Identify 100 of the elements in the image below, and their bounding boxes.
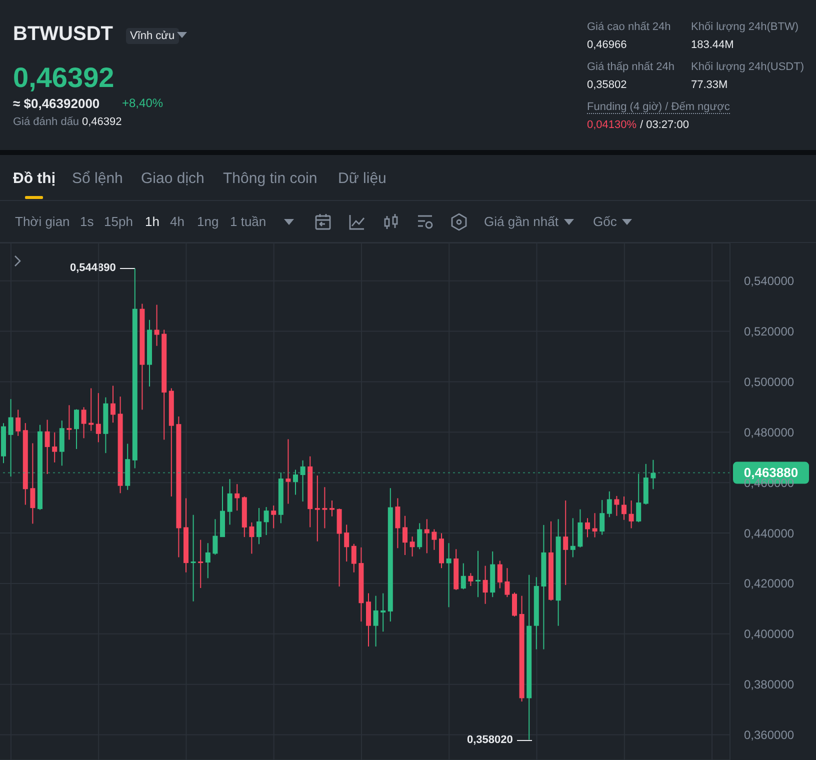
text: Vĩnh cửu [126,28,179,44]
text: Khối lượng 24h(BTW) [691,21,799,33]
text: Sổ lệnh [72,170,123,187]
candlestick [417,522,422,550]
candlestick [351,543,356,573]
candlestick [314,475,320,542]
text: Giá gần nhất [484,214,558,229]
annotation: 0,358020 [467,734,513,746]
text: 4h [170,214,184,229]
text: 77.33M [691,79,728,91]
candlestick [59,420,64,466]
candlestick [650,459,656,490]
y-tick-label: 0,520000 [744,324,794,339]
candlestick [271,505,276,529]
text: Giá thấp nhất 24h [587,61,674,73]
candlestick [432,528,437,550]
text: 1ng [197,214,219,229]
candlestick [227,478,232,526]
candlestick [198,539,204,589]
y-tick-label: 0,500000 [744,374,794,389]
candlestick [482,565,488,604]
text: 1 tuần [230,214,266,229]
candlestick [96,392,101,443]
candlestick [300,460,306,502]
candlestick [563,500,568,586]
candlestick [52,432,58,463]
y-tick-label: 0,400000 [744,627,794,642]
chart-title: BTWUSDT [13,23,113,46]
candlestick [264,506,269,536]
text: Khối lượng 24h(USDT) [691,61,804,73]
candlestick [110,385,116,424]
candlestick [622,496,626,520]
candlestick [402,515,408,556]
candlestick [628,500,634,529]
candlestick [16,409,21,436]
text: Thông tin coin [223,170,318,187]
text: Dữ liệu [338,170,386,187]
candlestick [468,572,474,586]
candlestick [424,518,430,554]
text: 0,35802 [587,79,627,91]
candlestick [410,536,415,557]
candlestick [44,419,50,475]
text: Thời gian [15,214,70,229]
candlestick [249,522,254,554]
candlestick [81,406,86,439]
candlestick [212,518,218,556]
candlestick [293,469,298,496]
candlestick [446,542,452,608]
candlestick [380,592,386,632]
text: Giao dịch [141,170,204,187]
text: / 03:27:00 [640,119,689,131]
candlestick [476,550,480,598]
candlestick [322,486,328,529]
candlestick [606,490,612,518]
candlestick [8,398,14,478]
y-tick-label: 0,380000 [744,678,794,692]
text: 0,04130% [587,119,637,131]
candlestick [614,495,620,516]
candlestick [395,498,400,549]
candlestick [592,512,598,538]
y-tick-label: 0,480000 [744,425,794,440]
text: 15ph [104,214,133,229]
candlestick [88,388,94,432]
candlestick [504,568,510,598]
text: 1s [80,214,94,229]
candlestick [330,500,334,517]
candlestick [190,514,196,602]
candlestick [256,508,262,545]
candlestick [30,442,36,524]
candlestick [74,408,79,450]
y-tick-label: 0,420000 [744,576,794,591]
candlestick [344,524,350,562]
text: Giá đánh dấu [13,116,80,128]
text: Đồ thị [13,170,56,187]
candlestick [512,592,517,617]
text: Gốc [593,214,617,229]
candlestick [154,304,160,346]
candlestick [460,562,466,590]
text: 0,46392 [82,116,122,128]
candlestick [373,595,378,648]
candlestick [286,438,291,504]
y-tick-label: 0,540000 [744,274,794,288]
y-tick-label: 0,440000 [744,526,794,540]
candlestick [570,518,576,558]
text: Giá cao nhất 24h [587,21,671,33]
candlestick [636,473,642,523]
text: 0,46392 [13,62,114,94]
text: +8,40% [122,96,164,110]
candlestick [205,542,210,579]
candlestick [66,404,72,440]
text: 183.44M [691,39,734,51]
text: 0,46966 [587,39,627,51]
candlestick [234,484,240,512]
candlestick [585,518,590,538]
text: Funding (4 giờ) / Đếm ngược [587,101,730,114]
text: ≈ $0,46392000 [13,96,100,111]
y-tick-label: 0,360000 [744,728,794,742]
text: 1h [145,214,160,229]
candlestick [600,499,605,536]
annotation: 0,544890 [70,262,116,274]
